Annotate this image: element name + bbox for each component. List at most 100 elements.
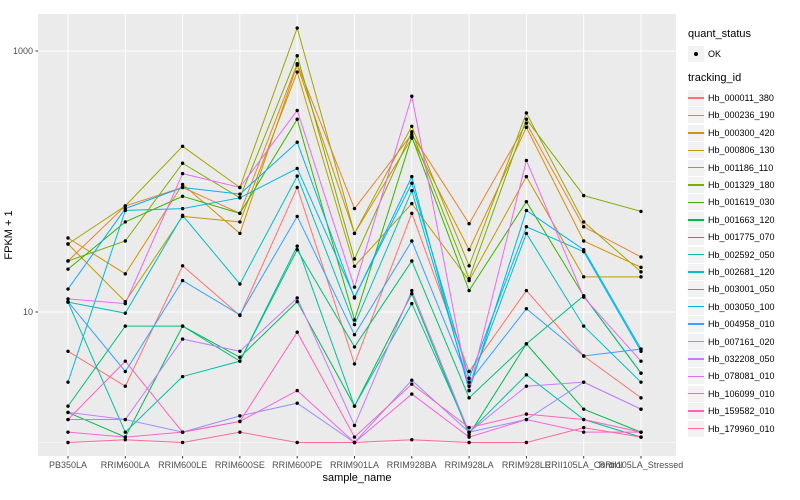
data-point: [467, 264, 471, 268]
data-point: [123, 311, 128, 315]
legend-title-quant-status: quant_status: [688, 28, 751, 40]
data-point: [410, 174, 414, 179]
data-point: [582, 417, 586, 422]
data-point: [582, 407, 586, 411]
data-point: [238, 211, 242, 216]
data-point: [123, 359, 128, 363]
data-point: [238, 430, 242, 434]
legend-item-label: Hb_002681_120: [708, 266, 775, 277]
data-point: [238, 185, 242, 190]
data-point: [238, 349, 242, 353]
legend-item-Hb_179960_010: Hb_179960_010: [688, 420, 800, 437]
data-point: [180, 440, 185, 445]
data-point: [410, 189, 414, 193]
data-point: [639, 435, 643, 439]
data-point: [410, 392, 414, 396]
data-point: [66, 297, 70, 301]
data-point: [524, 417, 529, 422]
data-point: [352, 332, 357, 337]
legend-item-Hb_000806_130: Hb_000806_130: [688, 142, 800, 159]
x-tick-label: RRIM928BA: [387, 460, 437, 470]
data-point: [123, 220, 128, 224]
data-point: [295, 140, 299, 144]
legend-item-label: Hb_000011_380: [708, 93, 774, 104]
data-point: [410, 438, 414, 442]
data-point: [66, 259, 70, 263]
data-point: [180, 144, 185, 149]
data-point: [410, 181, 414, 185]
tracking-id-legend-list: Hb_000011_380 Hb_000236_190 Hb_000300_420 H…: [688, 89, 800, 437]
data-point: [524, 306, 529, 311]
line-swatch-icon: [688, 350, 704, 367]
line-swatch-icon: [688, 90, 704, 107]
data-point: [639, 371, 643, 375]
legend-item-label: OK: [708, 48, 722, 59]
data-point: [467, 430, 471, 434]
data-point: [582, 248, 586, 252]
data-point: [295, 26, 299, 30]
legend-item-Hb_001186_110: Hb_001186_110: [688, 159, 800, 176]
y-tick-label: 10: [23, 307, 33, 317]
data-point: [524, 208, 529, 213]
data-point: [467, 248, 471, 252]
data-point: [467, 388, 471, 393]
x-tick-label: RRIM928LA: [445, 460, 494, 470]
legend-item-label: Hb_001663_120: [708, 214, 775, 225]
data-point: [410, 292, 414, 296]
data-point: [582, 380, 586, 384]
data-point: [639, 359, 643, 363]
data-point: [352, 257, 357, 261]
data-point: [123, 204, 128, 208]
data-point: [295, 185, 299, 190]
legend-item-Hb_007161_020: Hb_007161_020: [688, 333, 800, 350]
data-point: [639, 265, 643, 270]
legend-item-Hb_032208_050: Hb_032208_050: [688, 350, 800, 367]
data-point: [524, 200, 529, 204]
data-point: [467, 288, 471, 293]
data-point: [582, 425, 586, 430]
data-point: [352, 318, 357, 322]
legend-item-label: Hb_002592_050: [708, 249, 775, 260]
data-point: [467, 276, 471, 281]
data-point: [295, 248, 299, 252]
data-point: [295, 388, 299, 393]
data-point: [410, 135, 414, 139]
line-swatch-icon: [688, 385, 704, 402]
line-swatch-icon: [688, 246, 704, 263]
line-swatch-icon: [688, 194, 704, 211]
data-point: [352, 440, 357, 445]
legend-item-Hb_106099_010: Hb_106099_010: [688, 385, 800, 402]
data-point: [410, 132, 414, 136]
data-point: [352, 264, 357, 268]
data-point: [582, 430, 586, 434]
data-point: [524, 412, 529, 416]
line-swatch-icon: [688, 124, 704, 141]
data-point: [410, 288, 414, 293]
point-marker-icon: [688, 45, 704, 62]
legend-item-label: Hb_001329_180: [708, 180, 775, 191]
data-point: [524, 225, 529, 229]
data-point: [66, 404, 70, 408]
x-tick-label: RRIM901LA: [330, 460, 379, 470]
data-point: [66, 236, 70, 240]
x-tick-label: RRIM600SE: [215, 460, 265, 470]
data-point: [180, 264, 185, 268]
data-point: [180, 185, 185, 190]
data-point: [238, 419, 242, 424]
data-point: [238, 231, 242, 236]
data-point: [467, 380, 471, 384]
data-point: [410, 211, 414, 216]
legend-item-label: Hb_159582_010: [708, 406, 775, 417]
data-point: [639, 255, 643, 259]
legend-item-label: Hb_003050_100: [708, 301, 775, 312]
line-swatch-icon: [688, 403, 704, 420]
data-point: [582, 275, 586, 279]
data-point: [410, 378, 414, 382]
data-point: [295, 330, 299, 334]
data-point: [66, 410, 70, 415]
line-swatch-icon: [688, 281, 704, 298]
legend-item-label: Hb_000300_420: [708, 127, 775, 138]
data-point: [238, 414, 242, 418]
